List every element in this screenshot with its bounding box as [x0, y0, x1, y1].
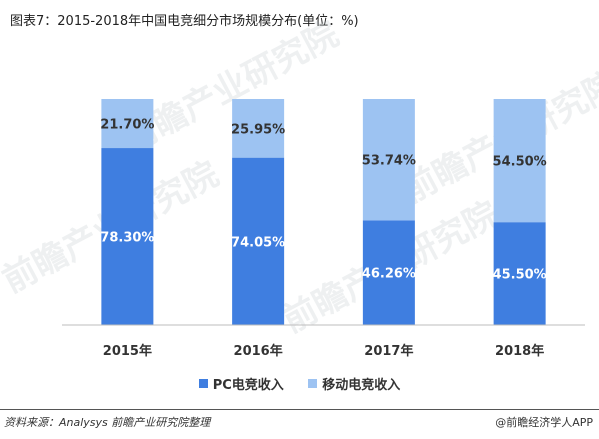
footer-divider [0, 409, 599, 410]
legend-swatch-mobile [308, 379, 318, 388]
data-label-pc-4: 45.50% [493, 268, 547, 283]
brand-credit: @前瞻经济学人APP [495, 416, 593, 429]
bar-mobile-3 [362, 99, 415, 221]
data-label-pc-1: 78.30% [100, 231, 154, 246]
legend-label-pc: PC电竞收入 [212, 378, 284, 393]
data-label-mobile-4: 54.50% [493, 155, 547, 170]
bar-pc-4 [493, 222, 546, 325]
data-label-pc-2: 74.05% [231, 235, 285, 250]
legend: PC电竞收入 移动电竞收入 [0, 374, 599, 393]
x-tick-label-4: 2018年 [495, 343, 544, 359]
chart-title: 图表7：2015-2018年中国电竞细分市场规模分布(单位：%) [10, 14, 359, 29]
data-label-mobile-3: 53.74% [362, 154, 416, 169]
legend-item-pc: PC电竞收入 [198, 374, 284, 393]
bar-pc-3 [362, 220, 415, 325]
source-note: 资料来源：Analysys 前瞻产业研究院整理 [4, 416, 211, 429]
x-tick-label-1: 2015年 [103, 343, 152, 359]
legend-item-mobile: 移动电竞收入 [308, 374, 400, 393]
bar-mobile-1 [101, 99, 154, 149]
bar-pc-1 [101, 148, 154, 325]
bar-pc-2 [232, 157, 285, 325]
x-tick-label-3: 2017年 [364, 343, 413, 359]
bar-mobile-4 [493, 99, 546, 223]
x-tick-label-2: 2016年 [234, 343, 283, 359]
legend-label-mobile: 移动电竞收入 [322, 378, 401, 393]
data-label-pc-3: 46.26% [362, 267, 416, 282]
bar-mobile-2 [232, 99, 285, 158]
data-label-mobile-1: 21.70% [100, 118, 154, 133]
legend-swatch-pc [198, 379, 208, 388]
data-label-mobile-2: 25.95% [231, 122, 285, 137]
